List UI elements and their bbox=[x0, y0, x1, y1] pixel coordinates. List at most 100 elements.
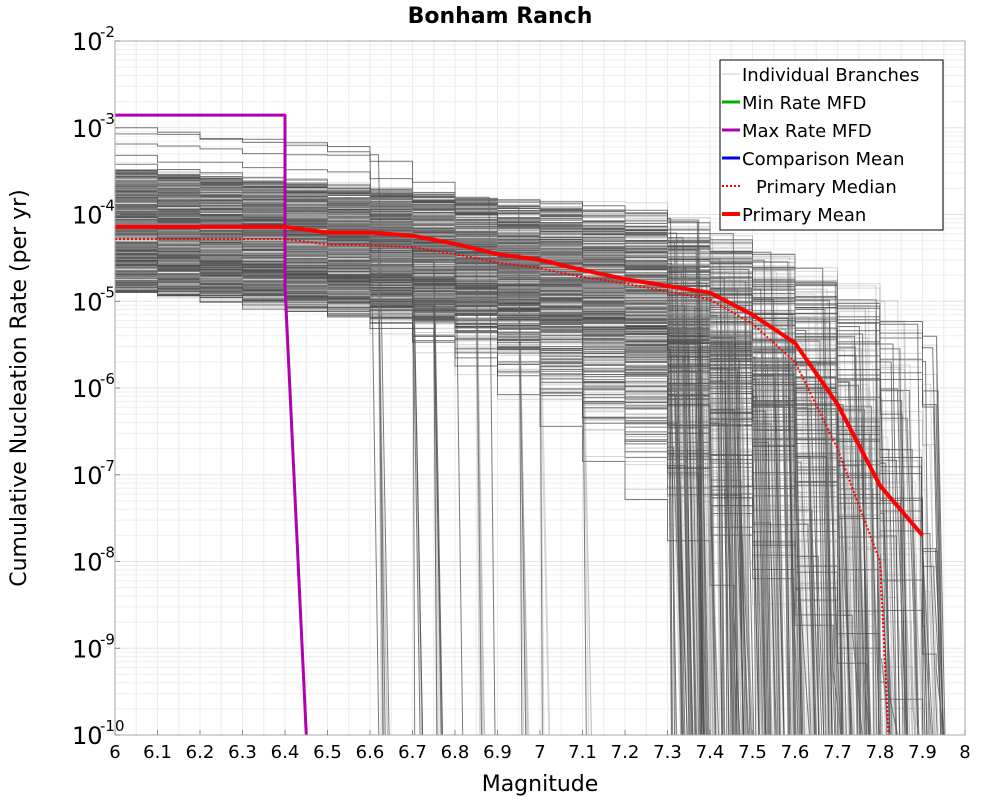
y-tick-label: 10 bbox=[72, 375, 103, 403]
branch-line bbox=[115, 290, 830, 736]
y-tick-label: 10 bbox=[72, 549, 103, 577]
primary-mean-line bbox=[115, 224, 925, 537]
y-tick-label: 10 bbox=[72, 635, 103, 663]
y-tick-label: 10 bbox=[72, 288, 103, 316]
y-tick-label: 10 bbox=[72, 462, 103, 490]
branch-line bbox=[115, 227, 820, 736]
branch-line bbox=[115, 169, 819, 736]
branch-line bbox=[115, 230, 438, 736]
x-tick-label: 6.8 bbox=[441, 742, 470, 763]
y-tick-label: 10 bbox=[72, 202, 103, 230]
branch-line bbox=[115, 274, 773, 736]
x-tick-label: 7 bbox=[534, 742, 545, 763]
x-tick-label: 6.6 bbox=[356, 742, 385, 763]
x-tick-label: 6.2 bbox=[186, 742, 215, 763]
branch-line bbox=[115, 169, 908, 736]
x-axis-ticks: 6 6.1 6.2 6.3 6.4 6.5 6.6 6.7 6.8 6.9 7 7.1 7.2 7.3 7.… bbox=[109, 730, 971, 763]
x-tick-label: 7.1 bbox=[568, 742, 597, 763]
branch-line bbox=[115, 189, 913, 736]
max-rate-mfd-line bbox=[115, 113, 308, 736]
y-tick-exponent: -5 bbox=[100, 283, 115, 301]
branch-line bbox=[115, 284, 853, 736]
branch-line bbox=[115, 219, 891, 736]
y-tick-label: 10 bbox=[72, 28, 103, 56]
branch-line bbox=[115, 267, 854, 736]
branch-line bbox=[115, 281, 854, 736]
series-lines bbox=[115, 113, 925, 736]
x-tick-label: 7.6 bbox=[781, 742, 810, 763]
legend-label: Comparison Mean bbox=[742, 149, 905, 170]
branch-line bbox=[115, 196, 887, 736]
legend: Individual Branches Min Rate MFD Max Rate … bbox=[719, 59, 944, 231]
branch-line bbox=[115, 254, 928, 736]
branch-line bbox=[115, 200, 810, 736]
y-tick-exponent: -4 bbox=[100, 197, 115, 215]
branch-line bbox=[115, 197, 870, 736]
y-axis-label: Cumulative Nucleation Rate (per yr) bbox=[7, 189, 32, 587]
x-tick-label: 6.5 bbox=[313, 742, 342, 763]
branch-line bbox=[115, 274, 705, 736]
branch-line bbox=[115, 154, 464, 736]
branch-line bbox=[115, 180, 936, 736]
y-tick-label: 10 bbox=[72, 115, 103, 143]
x-tick-label: 7.5 bbox=[738, 742, 767, 763]
y-tick-exponent: -6 bbox=[100, 370, 115, 388]
branch-line bbox=[115, 265, 863, 736]
branch-line bbox=[115, 262, 860, 736]
x-tick-label: 6.9 bbox=[483, 742, 512, 763]
branch-line bbox=[115, 190, 942, 736]
chart-title: Bonham Ranch bbox=[408, 4, 593, 29]
x-tick-label: 6.1 bbox=[143, 742, 172, 763]
legend-label: Primary Mean bbox=[742, 205, 866, 226]
branch-line bbox=[115, 244, 883, 736]
branch-line bbox=[115, 278, 858, 736]
x-tick-label: 6 bbox=[109, 742, 120, 763]
branch-line bbox=[115, 179, 884, 736]
branch-line bbox=[115, 216, 717, 736]
x-axis-label: Magnitude bbox=[482, 772, 599, 797]
legend-box bbox=[719, 59, 944, 231]
branch-line bbox=[115, 208, 712, 736]
x-tick-label: 6.4 bbox=[271, 742, 300, 763]
legend-label: Min Rate MFD bbox=[742, 93, 866, 114]
branch-line bbox=[115, 285, 550, 736]
x-tick-label: 7.3 bbox=[653, 742, 682, 763]
branch-line bbox=[115, 171, 913, 736]
branch-line bbox=[115, 233, 790, 736]
y-tick-exponent: -3 bbox=[100, 110, 115, 128]
x-tick-label: 7.9 bbox=[908, 742, 937, 763]
branch-line bbox=[115, 232, 833, 736]
branch-line bbox=[115, 279, 861, 736]
y-tick-exponent: -2 bbox=[100, 23, 115, 41]
x-tick-label: 6.7 bbox=[398, 742, 427, 763]
y-axis-ticks: 10-210-310-410-510-610-710-810-910-10 bbox=[72, 23, 125, 750]
individual-branches bbox=[115, 127, 946, 736]
legend-label: Max Rate MFD bbox=[742, 121, 872, 142]
y-tick-exponent: -7 bbox=[100, 457, 115, 475]
branch-line bbox=[115, 271, 441, 736]
branch-line bbox=[115, 242, 442, 736]
primary-median-line bbox=[115, 238, 890, 736]
branch-line bbox=[115, 201, 688, 736]
legend-label: Primary Median bbox=[756, 177, 897, 198]
branch-line bbox=[115, 189, 715, 736]
x-tick-label: 6.3 bbox=[228, 742, 257, 763]
y-tick-exponent: -8 bbox=[100, 544, 115, 562]
branch-line bbox=[115, 191, 867, 736]
legend-label: Individual Branches bbox=[742, 65, 919, 86]
branch-line bbox=[115, 127, 380, 736]
branch-line bbox=[115, 187, 683, 736]
branch-line bbox=[115, 183, 944, 736]
x-tick-label: 8 bbox=[959, 742, 970, 763]
x-tick-label: 7.2 bbox=[611, 742, 640, 763]
branch-line bbox=[115, 194, 844, 736]
grid-lines bbox=[114, 41, 966, 736]
branch-line bbox=[115, 209, 683, 736]
branch-line bbox=[115, 276, 688, 736]
branch-line bbox=[115, 281, 438, 736]
x-tick-label: 7.8 bbox=[866, 742, 895, 763]
x-tick-label: 7.7 bbox=[823, 742, 852, 763]
y-tick-exponent: -9 bbox=[100, 630, 115, 648]
y-tick-exponent: -10 bbox=[100, 717, 125, 735]
x-tick-label: 7.4 bbox=[696, 742, 725, 763]
